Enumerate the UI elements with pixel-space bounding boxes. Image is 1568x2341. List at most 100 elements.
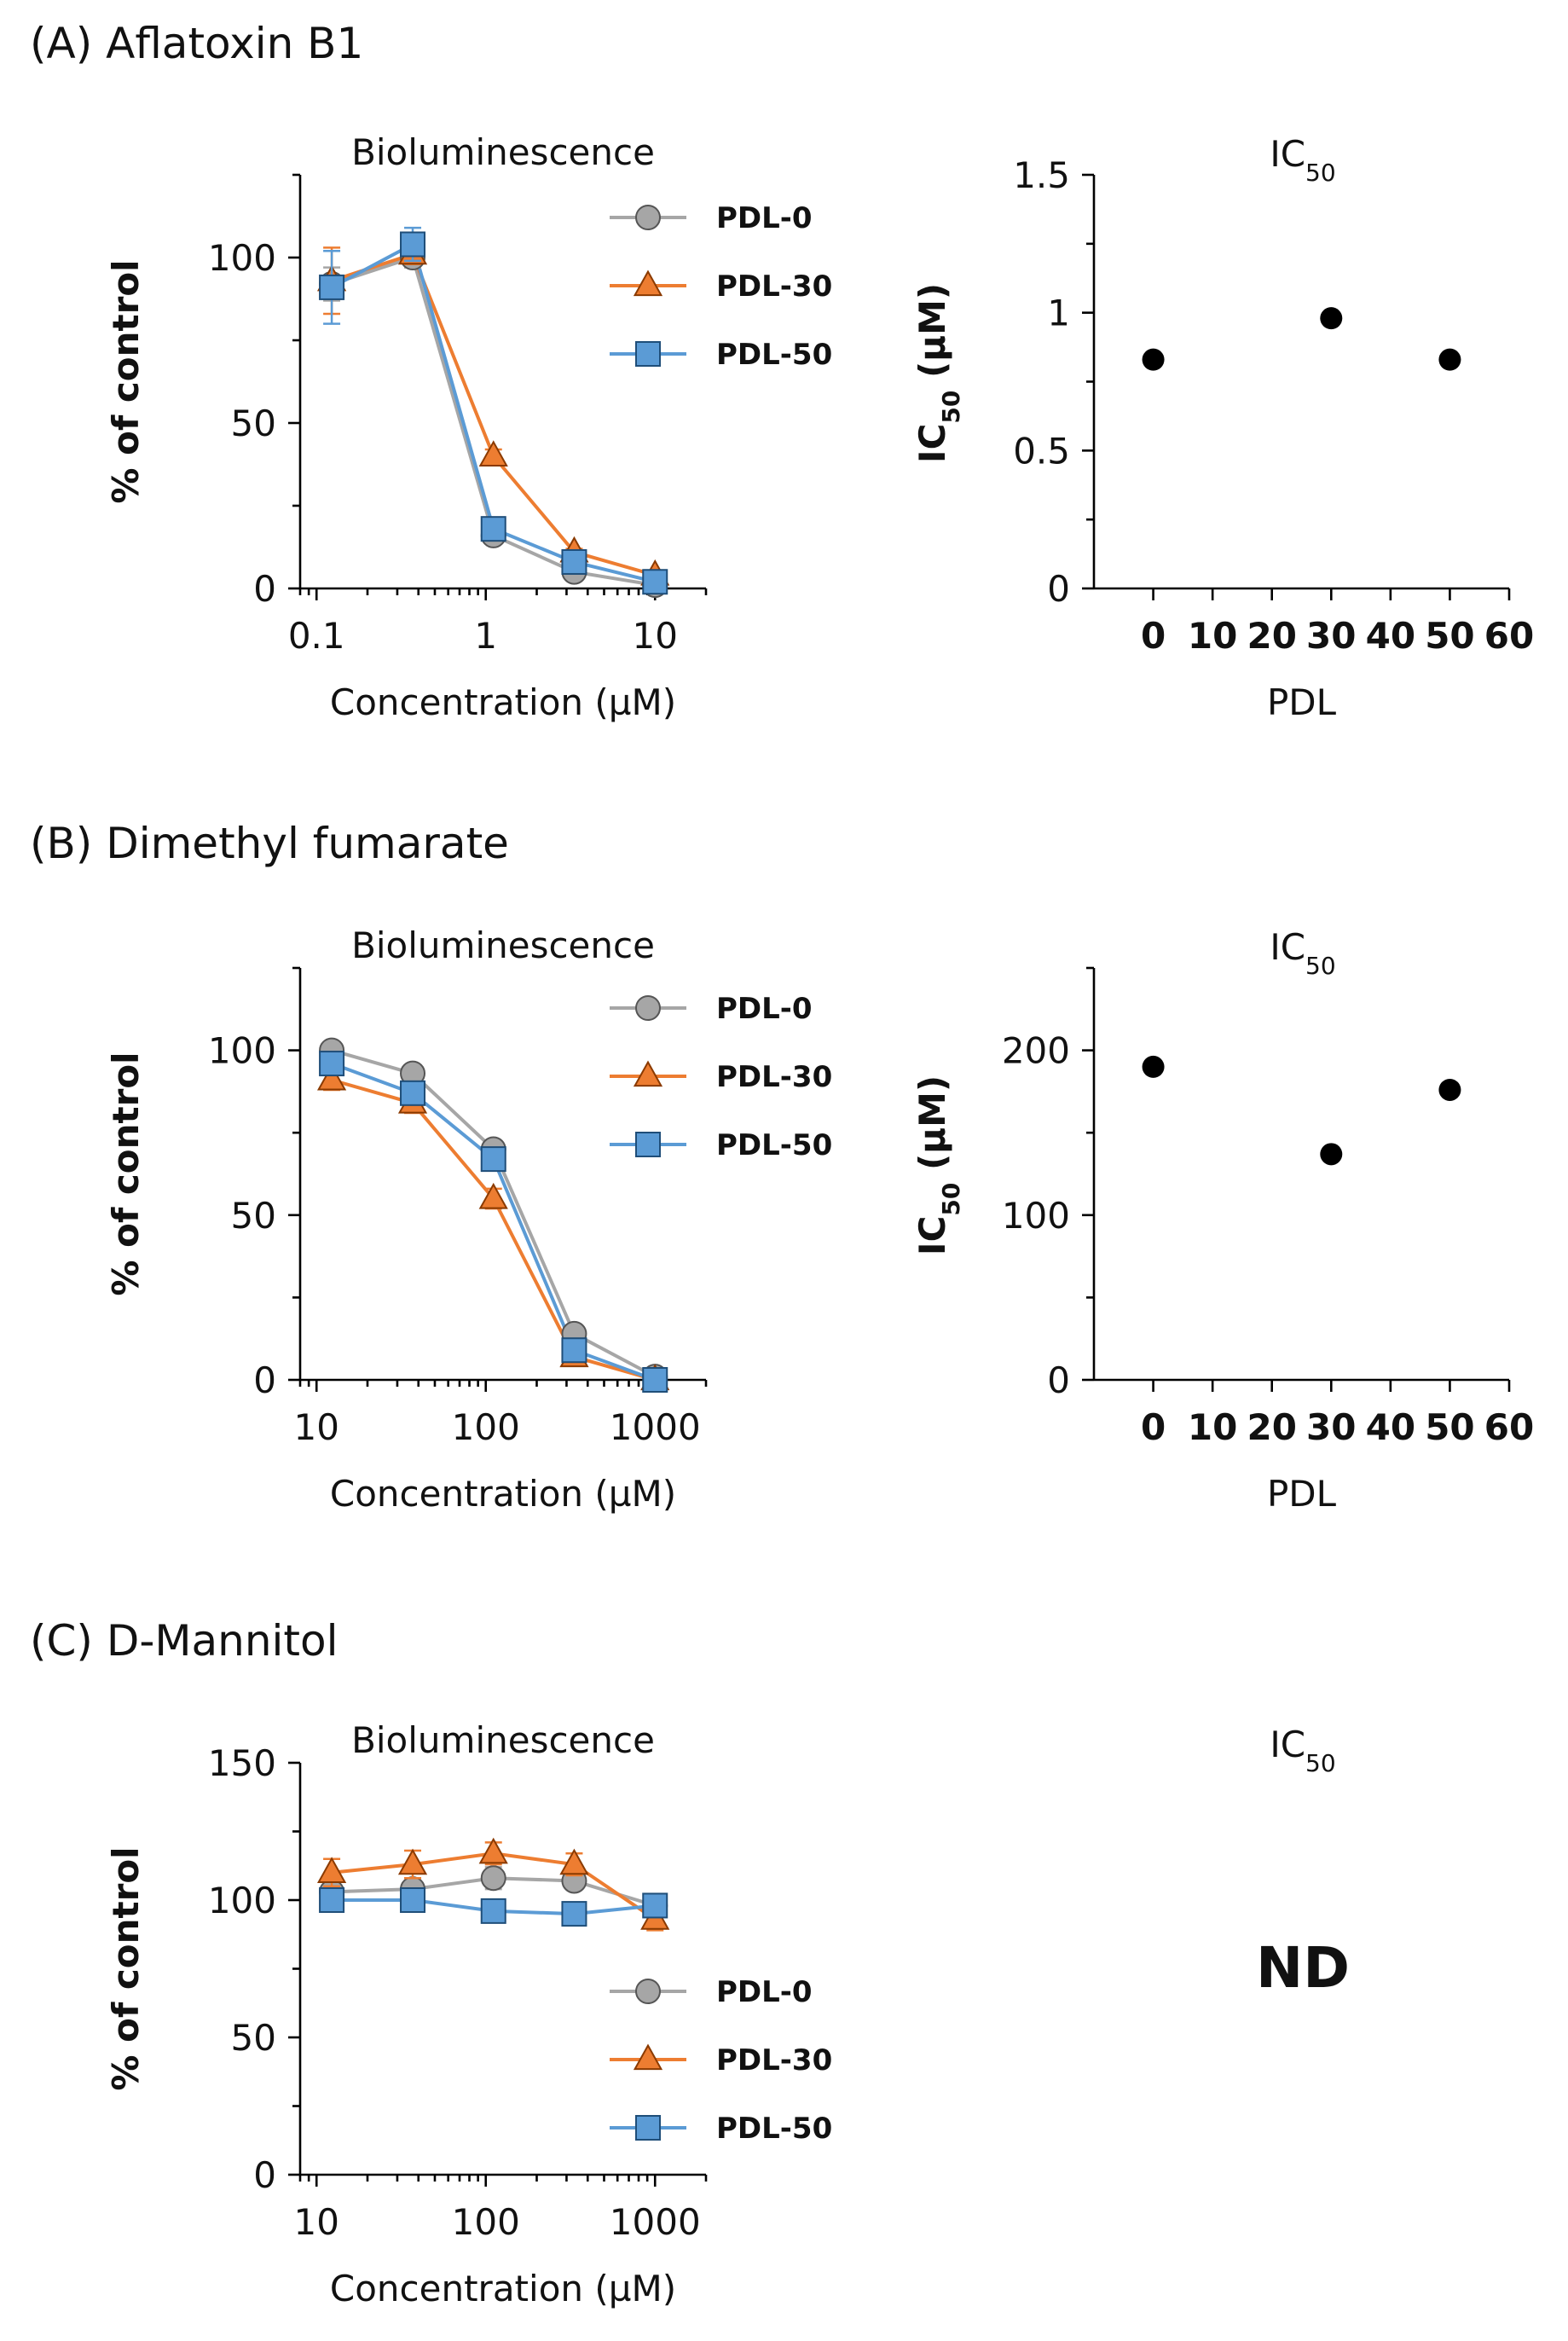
legend-label-PDL-50: PDL-50	[716, 1128, 832, 1162]
legend-label-PDL-50: PDL-50	[716, 2112, 832, 2146]
data-point-PDL-50	[400, 1080, 426, 1106]
legend-marker-PDL-30	[633, 2043, 663, 2071]
data-point-PDL-50	[561, 1901, 587, 1927]
y-axis-label: % of control	[105, 1846, 147, 2090]
y-tick-label: 100	[1002, 1195, 1070, 1237]
x-axis-label: Concentration (µM)	[330, 1473, 676, 1515]
data-point-PDL-30	[559, 1848, 589, 1875]
y-tick-label: 0	[253, 2154, 276, 2196]
ic50-point	[1438, 1078, 1461, 1101]
series-line-PDL-0	[331, 1048, 657, 1378]
x-tick-label: 0.1	[288, 615, 345, 657]
x-tick-label: 30	[1306, 615, 1356, 657]
legend-marker-PDL-0	[635, 1979, 661, 2004]
y-tick-label: 100	[208, 1880, 276, 1921]
x-tick-label: 1000	[610, 1406, 701, 1448]
y-axis-label: % of control	[105, 1052, 147, 1295]
ic50-point	[1320, 1143, 1343, 1166]
data-point-PDL-50	[642, 1892, 668, 1919]
chart-title: IC50	[1270, 133, 1335, 187]
x-tick-label: 100	[452, 2201, 520, 2243]
legend: PDL-0 PDL-30 PDL-50	[610, 992, 832, 1162]
data-point-PDL-30	[478, 440, 508, 466]
y-tick-label: 0	[1047, 568, 1070, 610]
y-tick-label: 0.5	[1013, 430, 1070, 472]
legend-label-PDL-0: PDL-0	[716, 201, 813, 235]
data-point-PDL-50	[400, 231, 426, 258]
y-tick-label: 50	[231, 2017, 276, 2059]
y-tick-label: 50	[231, 403, 276, 444]
x-tick-label: 10	[294, 2201, 339, 2243]
panel-a-title: (A) Aflatoxin B1	[30, 19, 364, 68]
legend-label-PDL-30: PDL-30	[716, 269, 832, 304]
y-axis-label: % of control	[105, 259, 147, 503]
x-tick-label: 50	[1425, 1406, 1474, 1448]
series-line-PDL-50	[331, 1062, 656, 1382]
chart-title: Bioluminescence	[351, 924, 655, 966]
x-tick-label: 10	[1188, 1406, 1237, 1448]
x-tick-label: 100	[452, 1406, 520, 1448]
legend-label-PDL-30: PDL-30	[716, 1060, 832, 1094]
series-line-PDL-30	[331, 1078, 656, 1382]
chart-B-ic50: 0 100 200 0 10 20 30 40 50 60 PDL IC50 (µM) IC50	[911, 926, 1534, 1515]
data-point-PDL-30	[316, 1063, 347, 1091]
x-tick-label: 20	[1247, 1406, 1296, 1448]
x-axis-label: Concentration (µM)	[330, 2268, 676, 2309]
y-tick-label: 0	[253, 1359, 276, 1401]
legend-label-PDL-30: PDL-30	[716, 2043, 832, 2077]
data-point-PDL-30	[478, 1837, 508, 1864]
x-tick-label: 60	[1484, 1406, 1534, 1448]
y-tick-label: 100	[208, 1030, 276, 1072]
y-tick-label: 0	[1047, 1359, 1070, 1401]
data-point-PDL-50	[319, 1887, 345, 1913]
x-tick-label: 40	[1366, 1406, 1415, 1448]
data-point-PDL-50	[319, 1051, 345, 1077]
chart-title: Bioluminescence	[351, 1719, 655, 1761]
y-axis-label: IC50 (µM)	[911, 283, 965, 463]
y-tick-label: 1	[1047, 293, 1070, 334]
legend-marker-PDL-30	[633, 269, 663, 297]
x-tick-label: 1000	[610, 2201, 701, 2243]
chart-title: IC50	[1270, 1724, 1335, 1777]
data-point-PDL-30	[478, 1182, 508, 1209]
legend-marker-PDL-50	[635, 341, 661, 367]
data-point-PDL-50	[480, 1146, 506, 1173]
y-tick-label: 1.5	[1013, 154, 1070, 196]
x-tick-label: 0	[1141, 615, 1166, 657]
data-point-PDL-50	[480, 1898, 506, 1924]
legend-marker-PDL-0	[635, 205, 661, 230]
x-tick-label: 10	[633, 615, 678, 657]
data-point-PDL-50	[319, 274, 345, 300]
legend-label-PDL-0: PDL-0	[716, 992, 813, 1026]
chart-A-ic50: 0 0.5 1 1.5 0 10 20 30 40 50 60 PDL IC50 (µM) IC50	[911, 133, 1534, 723]
x-tick-label: 40	[1366, 615, 1415, 657]
data-point-PDL-50	[480, 516, 506, 542]
x-tick-label: 0	[1141, 1406, 1166, 1448]
chart-A-bio: 0 50 100 0.1 1 10 Concentration (µM) % of contr…	[105, 131, 832, 723]
x-tick-label: 20	[1247, 615, 1296, 657]
x-axis-label: PDL	[1267, 681, 1337, 723]
chart-B-bio: 0 50 100 10 100 1000 Concentration (µM) % of co…	[105, 924, 832, 1515]
data-point-PDL-50	[561, 548, 587, 575]
data-point-PDL-50	[400, 1887, 426, 1913]
x-tick-label: 60	[1484, 615, 1534, 657]
data-point-PDL-30	[316, 1857, 347, 1883]
x-axis-label: Concentration (µM)	[330, 681, 676, 723]
panel-b-title: (B) Dimethyl fumarate	[30, 819, 509, 868]
y-tick-label: 200	[1002, 1030, 1070, 1072]
legend: PDL-0 PDL-30 PDL-50	[610, 1975, 832, 2146]
x-tick-label: 50	[1425, 615, 1474, 657]
y-tick-label: 0	[253, 568, 276, 610]
chart-C-ic50: IC50 ND	[1256, 1724, 1350, 2001]
x-axis-label: PDL	[1267, 1473, 1337, 1515]
x-tick-label: 1	[474, 615, 497, 657]
chart-title: Bioluminescence	[351, 131, 655, 173]
x-tick-label: 10	[1188, 615, 1237, 657]
legend-marker-PDL-0	[635, 995, 661, 1021]
y-tick-label: 150	[208, 1742, 276, 1784]
ic50-point	[1320, 307, 1343, 330]
legend-marker-PDL-30	[633, 1060, 663, 1087]
y-tick-label: 100	[208, 237, 276, 279]
legend-marker-PDL-50	[635, 1132, 661, 1157]
